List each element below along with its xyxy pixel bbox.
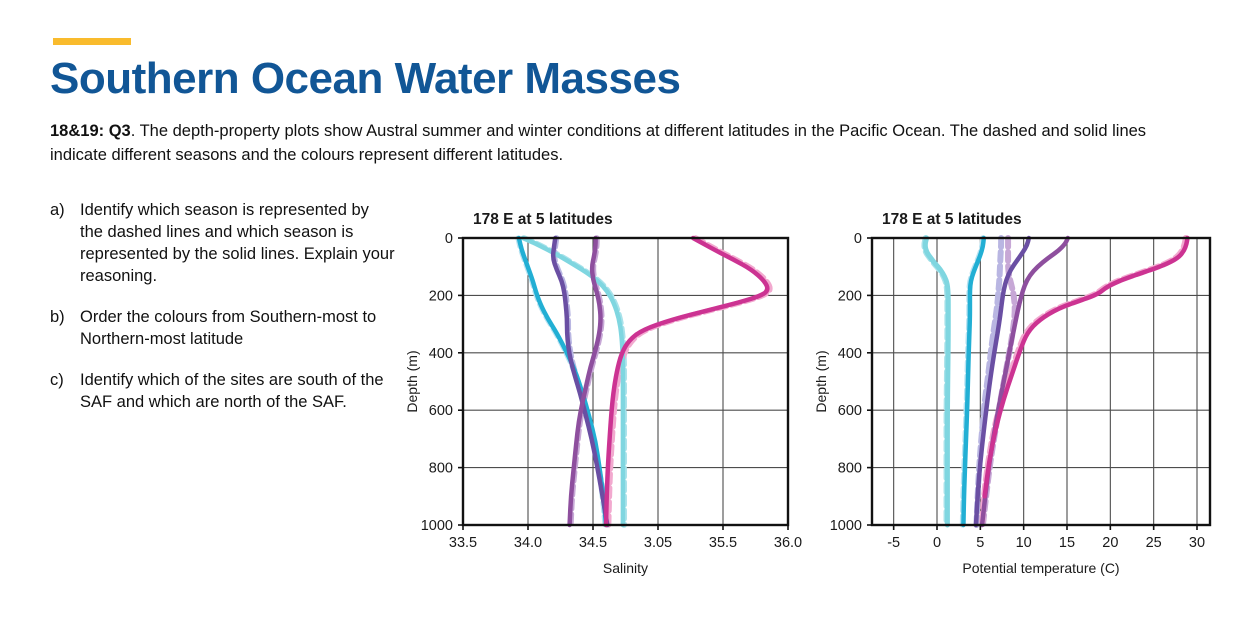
list-item: a) Identify which season is represented … [50,200,395,288]
y-axis-tick-label: 400 [429,346,453,362]
x-axis-tick-label: 5 [976,535,984,551]
y-axis-tick-label: 600 [429,403,453,419]
y-axis-tick-label: 1000 [830,518,862,534]
question-list: a) Identify which season is represented … [50,200,395,433]
x-axis-tick-label: 30 [1189,535,1205,551]
x-axis-tick-label: -5 [887,535,900,551]
x-axis-tick-label: 35.5 [709,535,737,551]
subtitle-rest: . The depth-property plots show Austral … [50,122,1147,164]
question-marker: a) [50,201,65,219]
question-text: Order the colours from Southern-most to … [80,307,377,348]
x-axis-tick-label: 3.05 [644,535,672,551]
y-axis-tick-label: 1000 [421,518,453,534]
chart-series-line [982,235,1190,499]
question-text: Identify which season is represented by … [80,201,395,285]
salinity-depth-chart: 178 E at 5 latitudes 33.5 34.0 34.5 3.05 35.5… [400,196,805,586]
x-axis-label: Potential temperature (C) [962,560,1119,576]
x-axis-tick-label: 15 [1059,535,1075,551]
chart-series-line [922,235,951,528]
chart-series-line [550,235,610,528]
chart-series-line [605,235,773,528]
x-axis-tick-label: 33.5 [449,535,477,551]
y-axis-tick-label: 600 [838,403,862,419]
x-axis-tick-label: 0 [933,535,941,551]
list-item: c) Identify which of the sites are south… [50,370,395,414]
y-axis-tick-label: 0 [854,231,862,247]
page-title: Southern Ocean Water Masses [50,54,681,103]
y-axis-tick-label: 800 [429,461,453,477]
subtitle-paragraph: 18&19: Q3. The depth-property plots show… [50,120,1160,168]
question-marker: b) [50,307,65,326]
x-axis-tick-label: 10 [1016,535,1032,551]
temperature-chart-svg: 178 E at 5 latitudes -5 0 5 10 15 20 25 30 0 200 40… [813,211,1212,576]
x-axis-tick-label: 36.0 [774,535,802,551]
chart-series-line [603,235,770,528]
salinity-chart-svg: 178 E at 5 latitudes 33.5 34.0 34.5 3.05 35.5… [404,211,802,576]
question-text: Identify which of the sites are south of… [80,370,384,411]
accent-bar [53,38,131,45]
plot-frame [461,236,790,527]
list-item: b) Order the colours from Southern-most … [50,307,395,351]
y-axis-label: Depth (m) [813,350,829,412]
subtitle-lead: 18&19: Q3 [50,122,131,140]
x-axis-tick-label: 25 [1146,535,1162,551]
question-marker: c) [50,370,64,389]
temperature-depth-chart: 178 E at 5 latitudes -5 0 5 10 15 20 25 30 0 200 40… [812,196,1227,586]
x-axis-label: Salinity [603,560,648,576]
y-axis-tick-label: 800 [838,461,862,477]
chart-title: 178 E at 5 latitudes [882,211,1022,228]
x-axis-tick-label: 20 [1102,535,1118,551]
chart-series-line [567,235,603,528]
y-axis-tick-label: 0 [445,231,453,247]
x-axis-tick-label: 34.5 [579,535,607,551]
y-axis-tick-label: 200 [838,288,862,304]
x-axis-tick-label: 34.0 [514,535,542,551]
y-axis-label: Depth (m) [404,350,420,412]
plot-frame [870,236,1212,527]
chart-series-line [973,235,1032,528]
chart-series-line [961,235,987,528]
chart-title: 178 E at 5 latitudes [473,211,613,228]
chart-series-line [520,235,626,528]
chart-series-line [979,235,1071,528]
y-axis-tick-label: 400 [838,346,862,362]
chart-series-line [516,235,609,528]
y-axis-tick-label: 200 [429,288,453,304]
